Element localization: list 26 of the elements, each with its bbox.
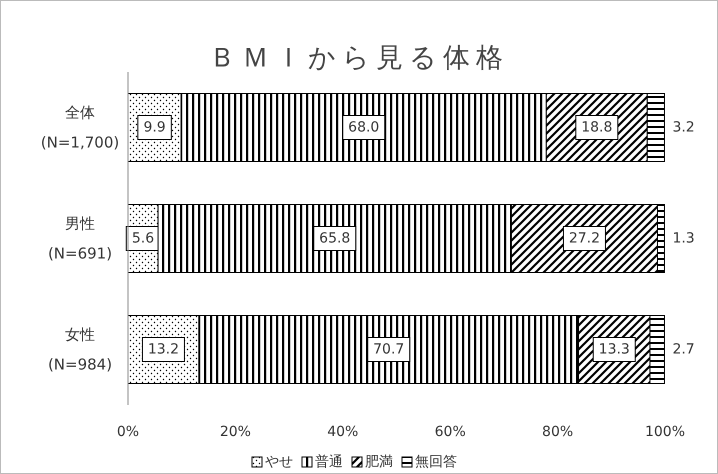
x-tick-label: 60%	[434, 424, 466, 440]
y-tick-label: 全体 (N=1,700)	[40, 104, 120, 152]
data-label: 70.7	[373, 342, 404, 358]
chart-title: ＢＭＩから見る体格	[209, 42, 509, 74]
data-label: 5.6	[132, 230, 154, 246]
data-label: 68.0	[348, 120, 380, 136]
data-label: 9.9	[143, 120, 166, 136]
legend-label: 無回答	[415, 454, 457, 470]
data-label: 27.2	[568, 230, 600, 246]
data-label: 3.2	[672, 120, 695, 136]
x-tick-label: 80%	[542, 424, 574, 440]
legend-label: やせ	[265, 454, 293, 470]
x-tick-label: 0%	[116, 424, 140, 440]
data-label: 13.2	[148, 342, 180, 358]
data-label: 18.8	[581, 120, 612, 136]
x-tick-label: 20%	[220, 424, 251, 440]
data-label: 2.7	[672, 342, 695, 358]
data-label: 1.3	[672, 230, 695, 246]
legend-label: 普通	[315, 453, 343, 470]
data-label: 13.3	[598, 342, 630, 358]
x-tick-label: 100%	[644, 424, 686, 440]
y-tick-label: 男性 (N=691)	[48, 214, 112, 262]
y-tick-label: 女性 (N=984)	[48, 326, 112, 374]
legend-label: 肥満	[365, 454, 393, 470]
x-tick-label: 40%	[327, 424, 358, 440]
data-label: 65.8	[319, 230, 350, 246]
